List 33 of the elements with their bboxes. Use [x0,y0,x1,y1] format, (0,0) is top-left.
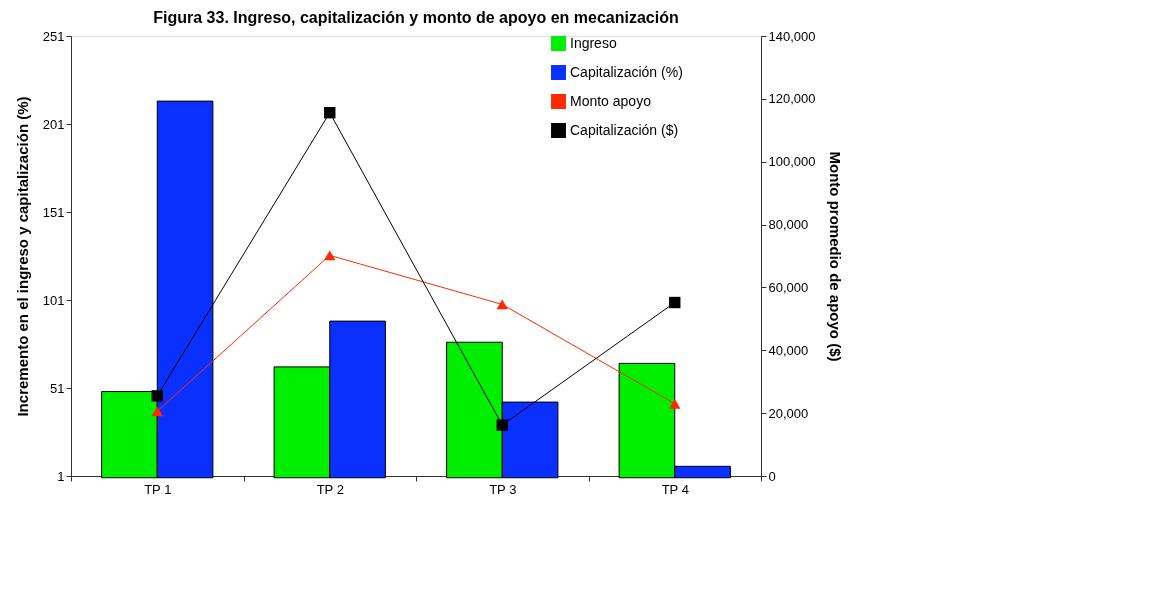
y2-tick-label: 120,000 [768,91,816,107]
point [669,296,681,309]
legend-label: Ingreso [570,34,617,51]
point [151,406,163,417]
point [496,299,508,310]
y2-tick-label: 20,000 [768,405,809,421]
y-tick-label: 251 [42,28,65,44]
y2-axis-title: Monto promedio de apoyo ($) [827,151,845,362]
legend-label: Capitalización ($) [570,121,679,138]
y2-tick-label: 40,000 [768,342,809,358]
point [669,398,681,409]
x-tick-label: TP 3 [489,481,517,497]
y2-tick-label: 0 [768,468,776,484]
y2-tick-label: 80,000 [768,217,809,233]
legend-label: Capitalización (%) [570,63,683,80]
y2-tick-label: 60,000 [768,279,809,295]
y2-tick-label: 100,000 [768,154,816,170]
legend-label: Monto apoyo [570,92,652,109]
point [324,106,336,119]
y2-tick-label: 140,000 [768,28,816,44]
x-tick-label: TP 1 [144,481,172,497]
x-tick-label: TP 2 [316,481,344,497]
x-tick-label: TP 4 [661,481,689,497]
y-tick-label: 201 [42,116,65,132]
y-tick-label: 1 [57,468,65,484]
chart-title: Figura 33. Ingreso, capitalización y monto de apoyo en mecanización [153,9,679,26]
point [496,419,508,431]
y-tick-label: 101 [42,292,65,308]
point [151,390,163,402]
point [324,250,336,261]
y-axis-title: Incremento en el ingreso y capitalización (%) [13,96,31,417]
y-tick-label: 151 [42,204,65,220]
y-tick-label: 51 [50,380,65,396]
